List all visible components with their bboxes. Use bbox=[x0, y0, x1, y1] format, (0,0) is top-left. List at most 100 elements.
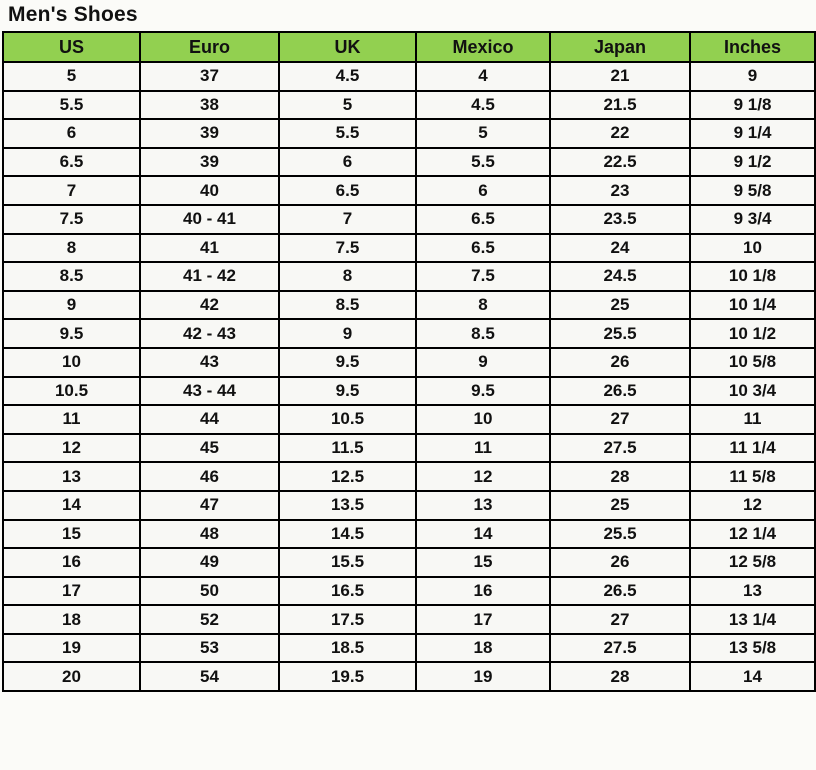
table-cell: 26.5 bbox=[549, 375, 691, 407]
shoe-size-conversion-table: US Euro UK Mexico Japan Inches 5 37 4.5 4 21 9 5.5 3… bbox=[2, 31, 816, 693]
table-cell: 7.5 bbox=[415, 261, 551, 292]
column-header-japan: Japan bbox=[549, 31, 691, 63]
table-cell: 48 bbox=[139, 518, 280, 550]
table-cell: 5 bbox=[2, 61, 141, 92]
table-cell: 13.5 bbox=[278, 489, 417, 521]
table-cell: 16 bbox=[415, 575, 551, 607]
table-cell: 4 bbox=[415, 61, 551, 92]
table-cell: 13 5/8 bbox=[689, 632, 816, 664]
table-cell: 25 bbox=[549, 489, 691, 521]
table-row: 8.5 41 - 42 8 7.5 24.5 10 1/8 bbox=[2, 261, 816, 292]
table-cell: 43 - 44 bbox=[139, 375, 280, 407]
table-body: 5 37 4.5 4 21 9 5.5 38 5 4.5 21.5 9 1/8 6 39 5.5 5 22 9 1… bbox=[2, 61, 816, 693]
table-cell: 28 bbox=[549, 461, 691, 492]
table-cell: 26 bbox=[549, 346, 691, 378]
table-cell: 10 bbox=[2, 346, 141, 378]
table-cell: 14.5 bbox=[278, 518, 417, 550]
table-cell: 49 bbox=[139, 547, 280, 578]
table-cell: 9.5 bbox=[415, 375, 551, 407]
table-cell: 9 bbox=[415, 346, 551, 378]
table-cell: 15 bbox=[415, 547, 551, 578]
table-cell: 5.5 bbox=[2, 89, 141, 121]
table-cell: 12 5/8 bbox=[689, 547, 816, 578]
table-cell: 9.5 bbox=[278, 375, 417, 407]
table-cell: 10 3/4 bbox=[689, 375, 816, 407]
table-cell: 21 bbox=[549, 61, 691, 92]
table-cell: 41 - 42 bbox=[139, 261, 280, 292]
table-cell: 26.5 bbox=[549, 575, 691, 607]
table-cell: 14 bbox=[2, 489, 141, 521]
table-row: 11 44 10.5 10 27 11 bbox=[2, 404, 816, 435]
table-cell: 12.5 bbox=[278, 461, 417, 492]
table-cell: 23.5 bbox=[549, 203, 691, 235]
table-cell: 6.5 bbox=[415, 232, 551, 264]
table-cell: 4.5 bbox=[415, 89, 551, 121]
table-row: 9.5 42 - 43 9 8.5 25.5 10 1/2 bbox=[2, 318, 816, 349]
table-cell: 27.5 bbox=[549, 632, 691, 664]
table-cell: 13 bbox=[2, 461, 141, 492]
table-cell: 11 bbox=[2, 404, 141, 435]
table-cell: 14 bbox=[689, 661, 816, 693]
table-row: 15 48 14.5 14 25.5 12 1/4 bbox=[2, 518, 816, 550]
table-cell: 12 bbox=[415, 461, 551, 492]
table-cell: 18 bbox=[415, 632, 551, 664]
table-cell: 19 bbox=[2, 632, 141, 664]
table-cell: 9 3/4 bbox=[689, 203, 816, 235]
table-cell: 8 bbox=[2, 232, 141, 264]
column-header-us: US bbox=[2, 31, 141, 63]
table-cell: 25.5 bbox=[549, 518, 691, 550]
table-cell: 45 bbox=[139, 432, 280, 464]
table-cell: 28 bbox=[549, 661, 691, 693]
table-cell: 11 bbox=[689, 404, 816, 435]
table-cell: 22.5 bbox=[549, 146, 691, 178]
table-row: 7.5 40 - 41 7 6.5 23.5 9 3/4 bbox=[2, 203, 816, 235]
table-cell: 39 bbox=[139, 118, 280, 149]
table-cell: 9 bbox=[689, 61, 816, 92]
table-cell: 10 1/8 bbox=[689, 261, 816, 292]
table-cell: 25.5 bbox=[549, 318, 691, 349]
table-row: 19 53 18.5 18 27.5 13 5/8 bbox=[2, 632, 816, 664]
table-cell: 7 bbox=[2, 175, 141, 206]
table-row: 12 45 11.5 11 27.5 11 1/4 bbox=[2, 432, 816, 464]
table-cell: 24 bbox=[549, 232, 691, 264]
table-cell: 18.5 bbox=[278, 632, 417, 664]
table-cell: 39 bbox=[139, 146, 280, 178]
table-cell: 15 bbox=[2, 518, 141, 550]
table-cell: 10.5 bbox=[278, 404, 417, 435]
table-cell: 7.5 bbox=[278, 232, 417, 264]
table-cell: 44 bbox=[139, 404, 280, 435]
table-cell: 5 bbox=[415, 118, 551, 149]
table-cell: 41 bbox=[139, 232, 280, 264]
table-cell: 6 bbox=[2, 118, 141, 149]
table-cell: 19.5 bbox=[278, 661, 417, 693]
table-cell: 12 bbox=[689, 489, 816, 521]
table-row: 5 37 4.5 4 21 9 bbox=[2, 61, 816, 92]
table-cell: 16.5 bbox=[278, 575, 417, 607]
table-cell: 42 - 43 bbox=[139, 318, 280, 349]
table-cell: 6 bbox=[415, 175, 551, 206]
table-cell: 9 bbox=[278, 318, 417, 349]
table-row: 6 39 5.5 5 22 9 1/4 bbox=[2, 118, 816, 149]
table-cell: 17 bbox=[2, 575, 141, 607]
table-row: 13 46 12.5 12 28 11 5/8 bbox=[2, 461, 816, 492]
table-cell: 18 bbox=[2, 604, 141, 635]
table-cell: 17 bbox=[415, 604, 551, 635]
table-cell: 5.5 bbox=[278, 118, 417, 149]
table-cell: 11 bbox=[415, 432, 551, 464]
table-cell: 9 1/2 bbox=[689, 146, 816, 178]
table-row: 16 49 15.5 15 26 12 5/8 bbox=[2, 547, 816, 578]
table-cell: 20 bbox=[2, 661, 141, 693]
table-cell: 7.5 bbox=[2, 203, 141, 235]
table-cell: 19 bbox=[415, 661, 551, 693]
table-row: 20 54 19.5 19 28 14 bbox=[2, 661, 816, 693]
table-cell: 16 bbox=[2, 547, 141, 578]
table-cell: 23 bbox=[549, 175, 691, 206]
table-cell: 12 1/4 bbox=[689, 518, 816, 550]
table-cell: 17.5 bbox=[278, 604, 417, 635]
table-cell: 10 1/2 bbox=[689, 318, 816, 349]
header-row: US Euro UK Mexico Japan Inches bbox=[2, 31, 816, 63]
table-row: 10.5 43 - 44 9.5 9.5 26.5 10 3/4 bbox=[2, 375, 816, 407]
column-header-inches: Inches bbox=[689, 31, 816, 63]
table-cell: 37 bbox=[139, 61, 280, 92]
